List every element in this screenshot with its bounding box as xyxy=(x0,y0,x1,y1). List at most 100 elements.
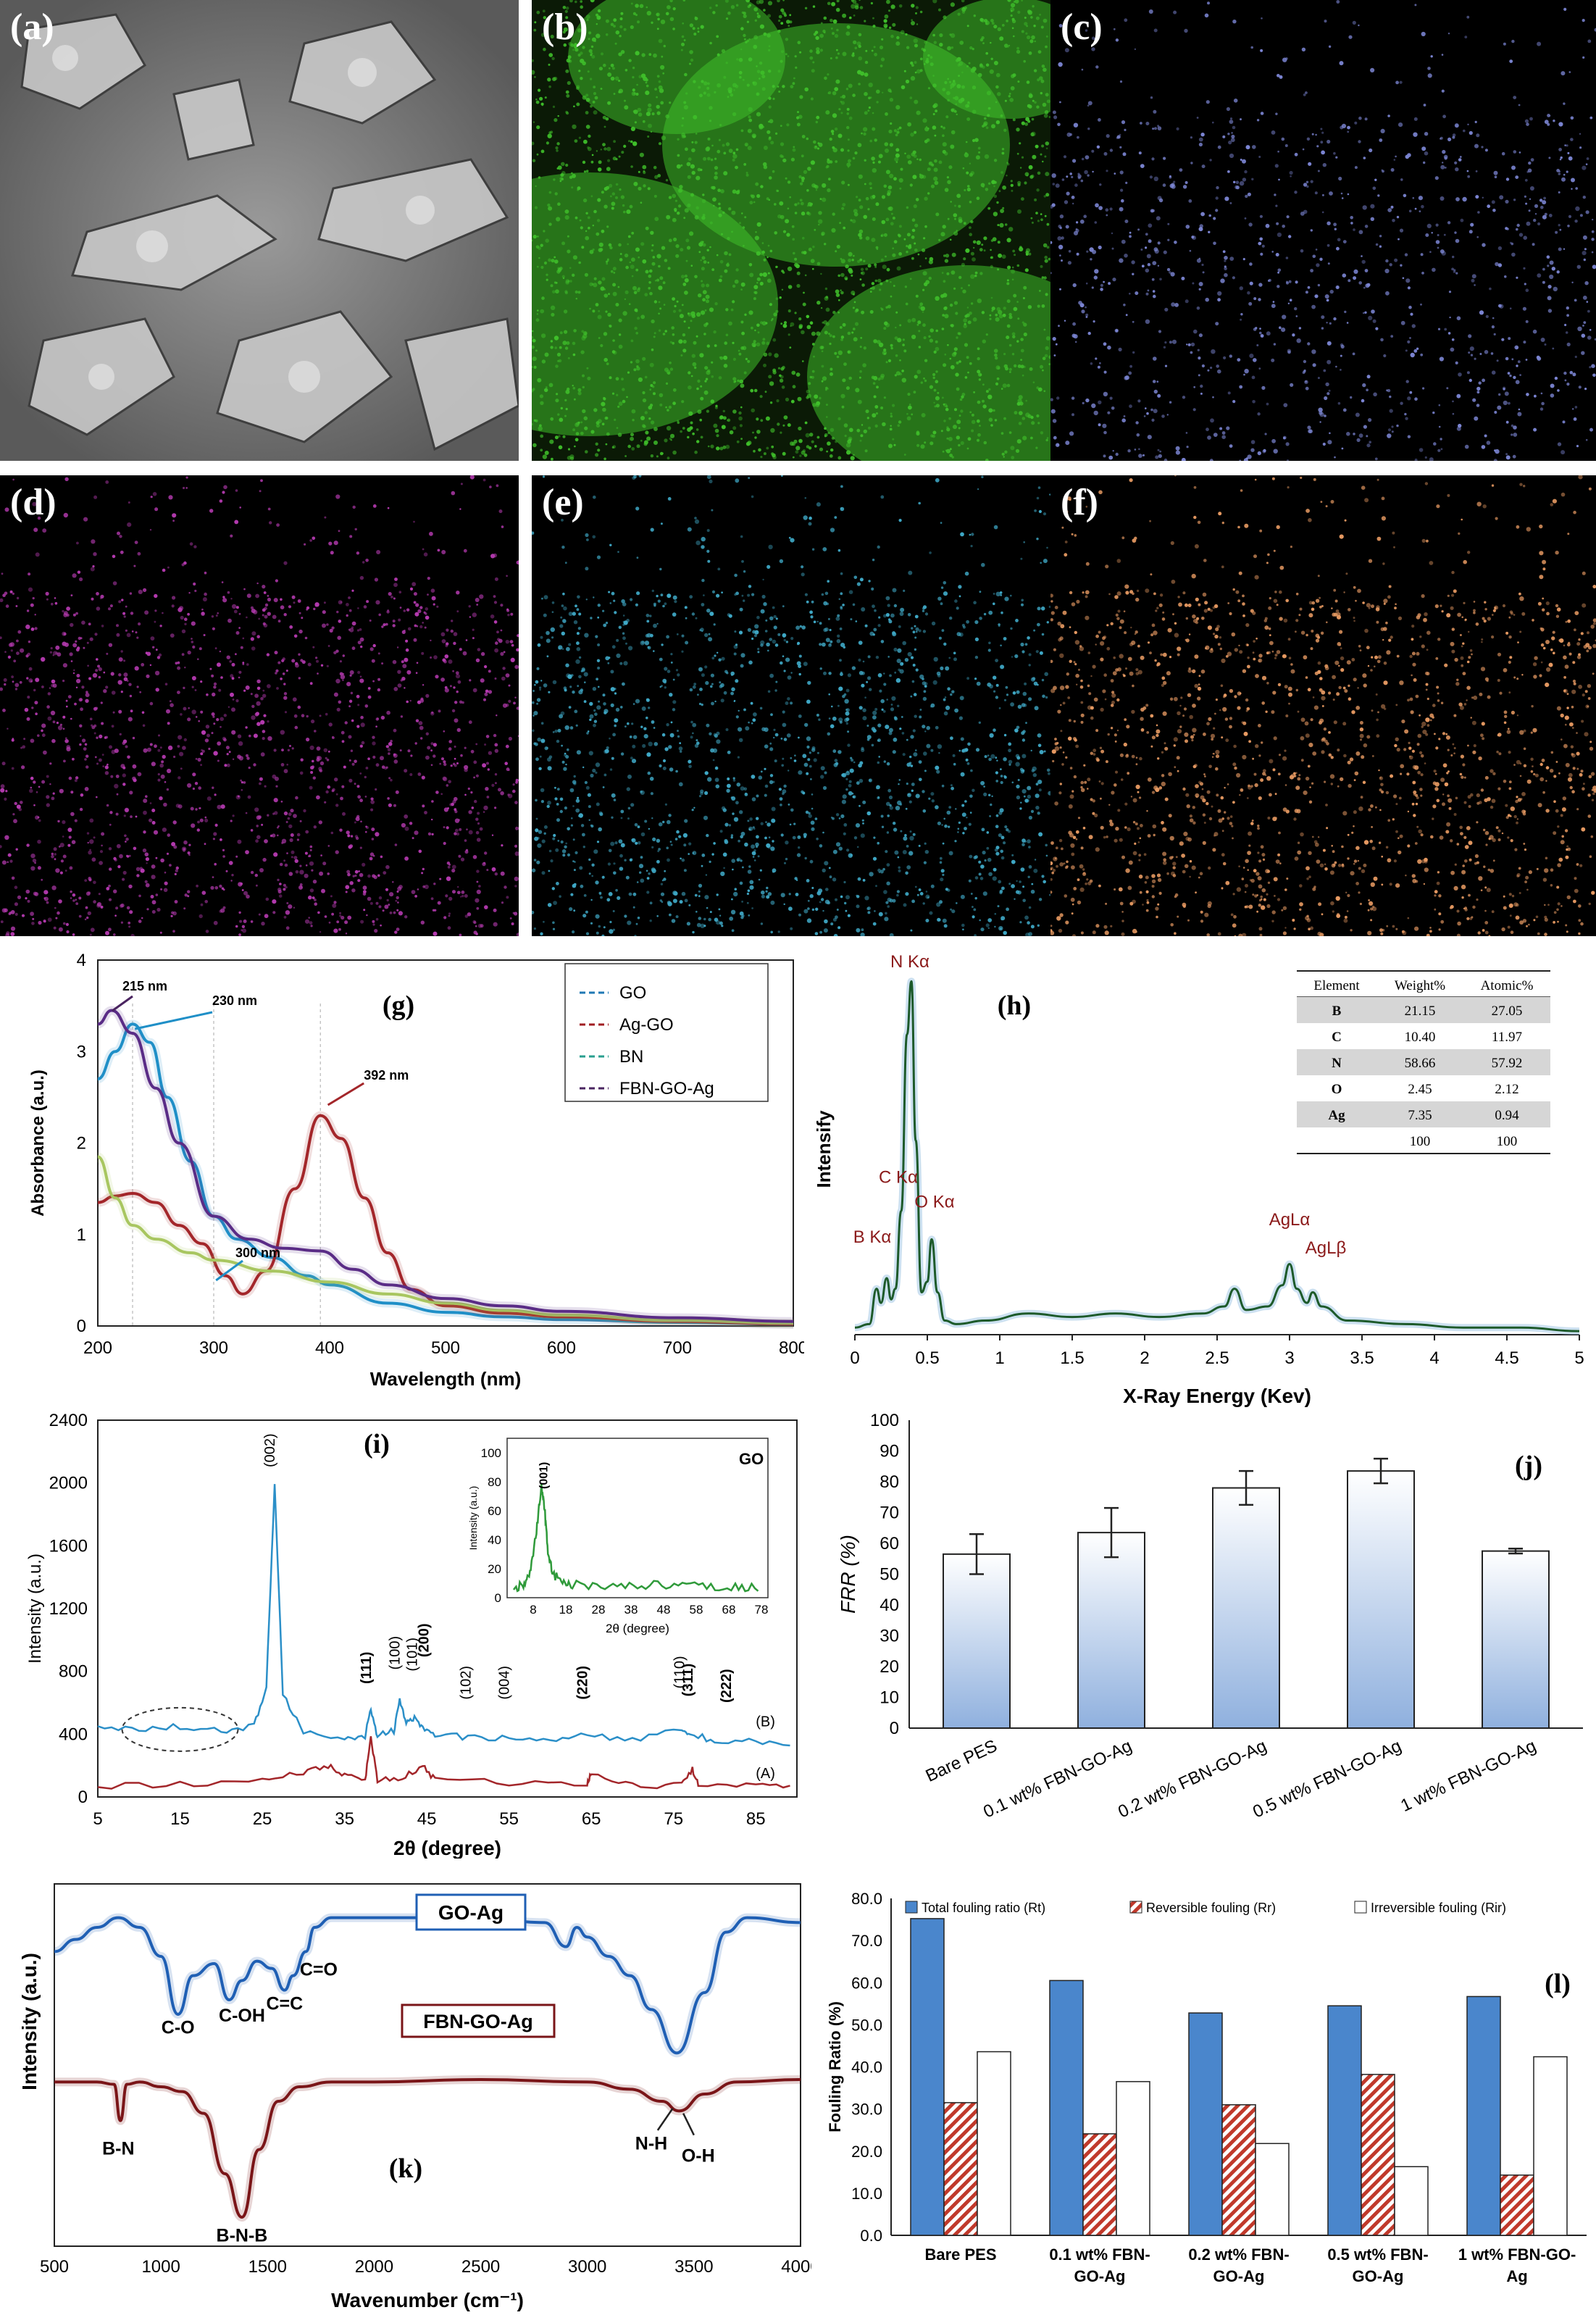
map-dot xyxy=(562,30,566,34)
map-dot xyxy=(1085,398,1090,403)
map-dot xyxy=(732,154,738,159)
map-dot xyxy=(685,147,688,151)
map-dot xyxy=(1073,334,1078,339)
map-dot xyxy=(890,122,893,125)
map-dot xyxy=(234,520,239,525)
map-dot xyxy=(346,614,348,617)
map-dot xyxy=(88,677,92,680)
map-dot xyxy=(924,282,928,286)
map-dot xyxy=(1247,192,1251,196)
map-dot xyxy=(393,583,398,588)
map-dot xyxy=(863,127,868,132)
map-dot xyxy=(581,330,585,333)
map-dot xyxy=(928,335,931,338)
map-dot xyxy=(109,823,112,826)
map-dot xyxy=(1257,412,1261,416)
map-dot xyxy=(222,491,225,494)
map-dot xyxy=(75,686,78,688)
map-dot xyxy=(123,814,126,817)
map-dot xyxy=(782,451,786,456)
map-dot xyxy=(1525,288,1529,293)
map-dot xyxy=(916,443,920,447)
map-dot xyxy=(281,748,284,751)
map-dot xyxy=(821,231,825,235)
map-dot xyxy=(1529,198,1532,200)
map-dot xyxy=(151,875,156,880)
map-dot xyxy=(658,142,662,146)
map-dot xyxy=(598,280,602,285)
map-dot xyxy=(437,549,440,552)
map-dot xyxy=(892,253,896,257)
map-dot xyxy=(1511,39,1515,43)
map-dot xyxy=(624,455,627,457)
map-dot xyxy=(669,362,672,364)
map-dot xyxy=(766,197,769,201)
map-dot xyxy=(378,905,382,909)
map-dot xyxy=(397,901,399,904)
map-dot xyxy=(662,72,665,75)
map-dot xyxy=(1093,410,1098,416)
map-dot xyxy=(535,185,537,188)
map-dot xyxy=(431,800,434,803)
map-dot xyxy=(1040,213,1043,215)
map-dot xyxy=(1537,356,1542,361)
map-dot xyxy=(1053,115,1058,120)
map-dot xyxy=(969,172,973,177)
map-dot xyxy=(1050,204,1053,209)
map-dot xyxy=(618,155,621,158)
map-dot xyxy=(723,75,727,79)
map-dot xyxy=(958,204,961,208)
map-dot xyxy=(1059,254,1061,257)
map-dot xyxy=(669,437,672,441)
map-dot xyxy=(692,362,697,367)
map-dot xyxy=(1562,420,1566,424)
map-dot xyxy=(25,654,29,658)
map-dot xyxy=(1575,206,1580,212)
map-dot xyxy=(1128,371,1132,375)
map-dot xyxy=(830,160,833,164)
map-dot xyxy=(958,219,963,223)
map-dot xyxy=(756,92,759,96)
map-dot xyxy=(1037,304,1040,308)
map-dot xyxy=(1258,367,1261,370)
map-dot xyxy=(401,660,404,664)
map-dot xyxy=(84,879,88,882)
map-dot xyxy=(201,608,204,611)
map-dot xyxy=(795,372,801,377)
map-dot xyxy=(950,2,955,7)
map-dot xyxy=(644,293,648,297)
map-dot xyxy=(700,385,703,388)
map-dot xyxy=(1129,364,1132,368)
map-dot xyxy=(1207,1,1210,5)
map-dot xyxy=(761,75,766,79)
map-dot xyxy=(1459,156,1462,158)
map-dot xyxy=(835,79,840,84)
map-dot xyxy=(1035,212,1038,214)
map-dot xyxy=(1451,338,1455,341)
map-dot xyxy=(1591,238,1595,241)
map-dot xyxy=(1159,278,1162,281)
map-dot xyxy=(808,382,811,385)
map-dot xyxy=(1020,349,1024,353)
map-dot xyxy=(1404,412,1407,416)
map-dot xyxy=(298,612,301,614)
map-dot xyxy=(1145,292,1149,296)
map-dot xyxy=(1344,310,1347,314)
map-dot xyxy=(333,928,338,933)
map-dot xyxy=(430,639,432,642)
map-dot xyxy=(794,262,798,267)
map-dot xyxy=(954,408,957,412)
map-dot xyxy=(1289,299,1292,302)
map-dot xyxy=(1017,364,1021,368)
map-dot xyxy=(919,69,923,72)
map-dot xyxy=(775,132,778,135)
map-dot xyxy=(1242,258,1245,261)
map-dot xyxy=(623,28,627,31)
map-dot xyxy=(592,225,594,227)
map-dot xyxy=(488,690,493,694)
map-dot xyxy=(1358,230,1363,235)
map-dot xyxy=(122,773,126,777)
map-dot xyxy=(1230,138,1235,143)
map-dot xyxy=(601,191,604,194)
map-dot xyxy=(1420,253,1424,257)
